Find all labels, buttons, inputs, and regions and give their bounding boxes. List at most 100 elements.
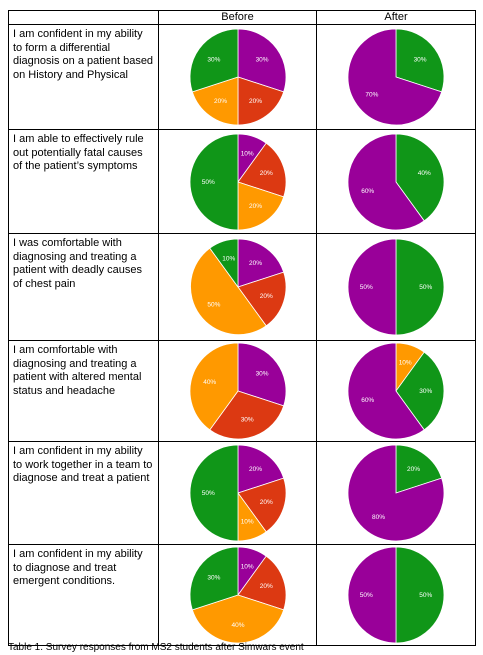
after-pie-cell: 20% 80% [316,441,476,545]
pie-slice-label: 20% [259,583,272,590]
after-pie-chart: 20% 80% [347,444,445,542]
before-pie-chart: 30% 30% 40% [189,342,286,440]
pie-slice-label: 60% [361,397,374,404]
after-header: After [316,10,476,25]
after-pie-chart: 50% 50% [347,546,445,644]
pie-slice-purple [347,342,425,440]
pie-slice-orange [191,594,284,644]
pie-slice-label: 10% [399,360,412,367]
survey-row: I am confident in my ability to diagnose… [8,544,476,646]
pie-slice-label: 50% [207,301,220,308]
pie-slice-label: 40% [231,622,244,629]
before-pie-cell: 20% 20% 10% 50% [158,441,317,545]
pie-slice-red [236,271,286,327]
pie-slice-red [237,76,284,126]
pie-slice-green [395,133,445,221]
after-pie-cell: 10% 30% 60% [316,340,476,442]
pie-slice-green [189,28,238,93]
pie-slice-label: 80% [372,514,385,521]
question-text: I am able to effectively rule out potent… [8,129,159,234]
pie-slice-orange [189,247,267,336]
question-text: I am confident in my ability to work tog… [8,441,159,545]
pie-slice-purple [347,546,397,644]
pie-slice-label: 30% [419,388,432,395]
question-text: I was comfortable with diagnosing and tr… [8,233,159,341]
before-header: Before [158,10,317,25]
pie-slice-label: 10% [240,150,253,157]
pie-slice-purple [237,444,284,494]
survey-row: I was comfortable with diagnosing and tr… [8,233,476,341]
after-pie-cell: 30% 70% [316,24,476,130]
pie-slice-label: 70% [365,91,378,98]
question-text: I am comfortable with diagnosing and tre… [8,340,159,442]
pie-slice-green [395,28,445,93]
pie-slice-label: 40% [203,379,216,386]
pie-slice-label: 20% [259,499,272,506]
before-pie-chart: 20% 20% 50% 10% [189,238,286,336]
pie-slice-green [395,238,445,336]
pie-slice-label: 40% [418,169,431,176]
pie-slice-label: 30% [207,575,220,582]
pie-slice-green [189,444,238,542]
before-pie-chart: 10% 20% 20% 50% [189,133,286,230]
after-pie-cell: 50% 50% [316,233,476,341]
before-pie-cell: 30% 20% 20% 30% [158,24,317,130]
pie-slice-label: 30% [255,371,268,378]
pie-slice-orange [191,76,238,126]
pie-slice-orange [189,342,238,431]
pie-slice-label: 10% [240,518,253,525]
pie-slice-purple [347,444,445,542]
before-pie-chart: 10% 20% 40% 30% [189,546,286,644]
pie-slice-label: 50% [360,592,373,599]
pie-slice-red [236,555,286,611]
pie-slice-label: 20% [214,98,227,105]
pie-slice-orange [237,180,284,230]
pie-slice-label: 30% [414,57,427,64]
pie-slice-green [189,133,238,230]
pie-slice-label: 20% [259,169,272,176]
pie-slice-purple [347,28,443,126]
pie-slice-label: 30% [240,416,253,423]
before-pie-cell: 20% 20% 50% 10% [158,233,317,341]
pie-slice-label: 20% [248,98,261,105]
pie-slice-purple [237,342,286,407]
question-text: I am confident in my ability to diagnose… [8,544,159,646]
before-pie-cell: 10% 20% 40% 30% [158,544,317,646]
after-pie-cell: 50% 50% [316,544,476,646]
pie-slice-label: 20% [248,466,261,473]
after-pie-chart: 40% 60% [347,133,445,230]
pie-slice-green [189,546,238,611]
pie-slice-purple [237,28,286,93]
survey-row: I am confident in my ability to work tog… [8,441,476,545]
pie-slice-label: 30% [255,57,268,64]
after-pie-cell: 40% 60% [316,129,476,234]
before-pie-cell: 30% 30% 40% [158,340,317,442]
survey-row: I am comfortable with diagnosing and tre… [8,340,476,442]
pie-slice-label: 50% [360,284,373,291]
pie-slice-label: 50% [201,179,214,186]
pie-slice-label: 20% [248,260,261,267]
before-pie-chart: 30% 20% 20% 30% [189,28,286,126]
pie-slice-purple [347,238,397,336]
after-pie-chart: 10% 30% 60% [347,342,445,440]
after-pie-chart: 50% 50% [347,238,445,336]
pie-slice-green [395,444,443,494]
pie-slice-green [395,546,445,644]
pie-slice-red [236,142,286,197]
pie-slice-red [208,390,284,440]
pie-slice-label: 30% [207,57,220,64]
pie-slice-label: 50% [419,592,432,599]
pie-slice-label: 10% [222,256,235,263]
pie-slice-label: 20% [259,293,272,300]
survey-row: I am confident in my ability to form a d… [8,24,476,130]
pie-slice-purple [237,238,284,288]
pie-slice-purple [347,133,425,230]
pie-slice-label: 60% [361,188,374,195]
question-text: I am confident in my ability to form a d… [8,24,159,130]
pie-slice-label: 10% [240,564,253,571]
table-caption: Table 1. Survey responses from MS2 stude… [8,642,304,653]
survey-table: Before After I am confident in my abilit… [8,10,476,646]
header-row: Before After [8,10,476,25]
question-header [8,10,159,25]
after-pie-chart: 30% 70% [347,28,445,126]
